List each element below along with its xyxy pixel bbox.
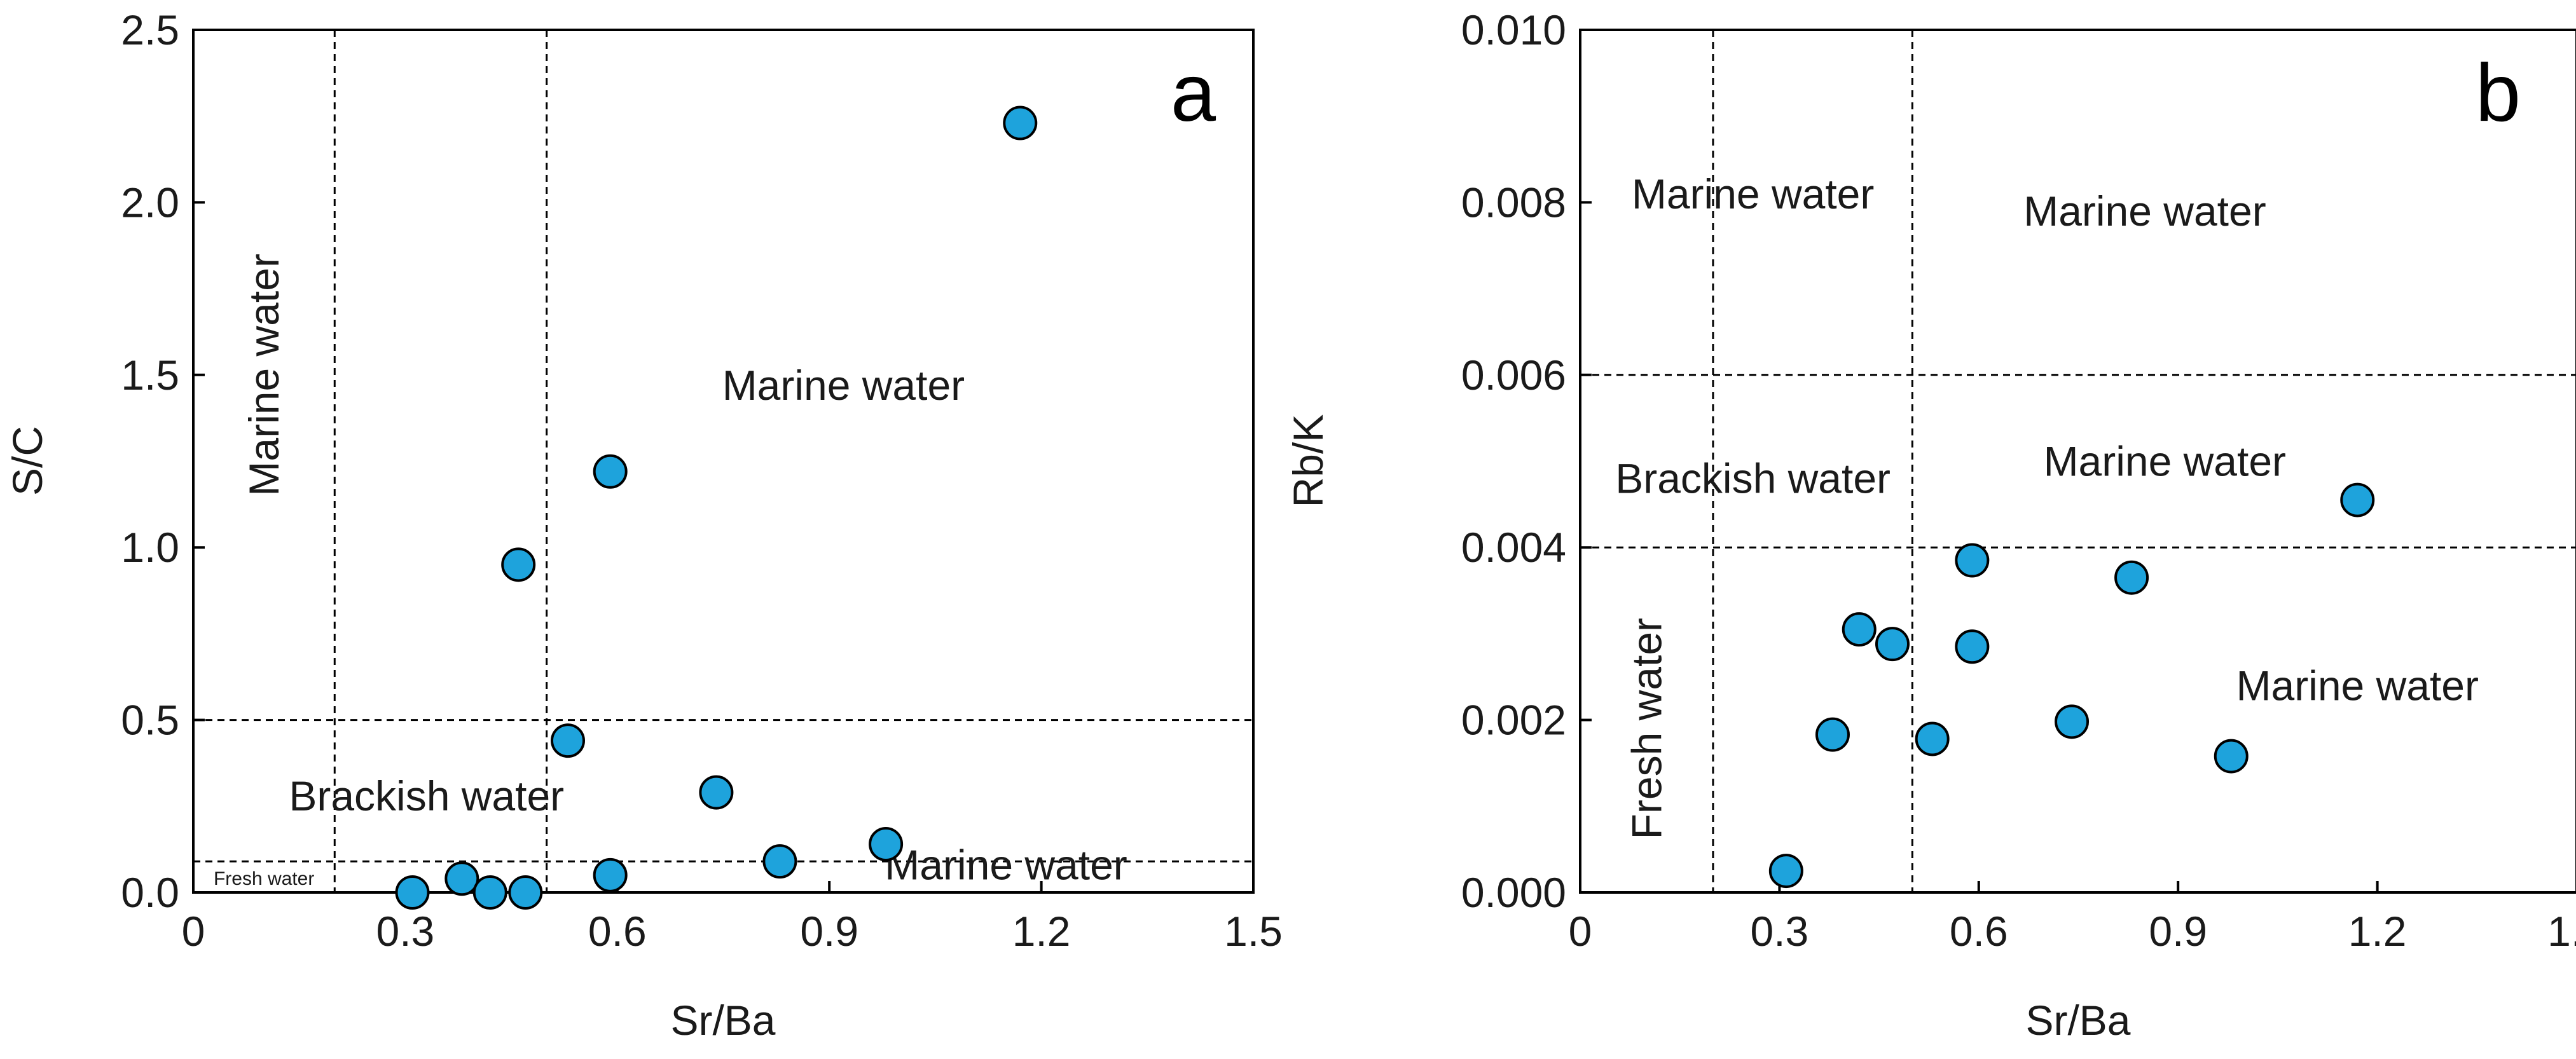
x-tick-label: 1.2 [2348,908,2407,955]
region-label: Marine water [240,254,287,496]
divider-lines-a [193,30,1253,892]
y-axis-label-b: Rb/K [1285,414,1332,508]
y-tick-label: 1.0 [121,524,179,571]
x-tick-label: 1.5 [2547,908,2576,955]
data-point [1875,627,1910,662]
data-point [551,723,586,758]
data-point [444,861,479,896]
region-label: Marine water [722,362,965,409]
x-axis-label-b: Sr/Ba [2025,997,2130,1044]
data-point [508,875,543,910]
y-tick-label: 2.5 [121,6,179,53]
data-point [1842,612,1877,647]
data-point [472,875,507,910]
x-tick-label: 0.6 [588,908,647,955]
data-points-b [1768,482,2375,889]
data-point [501,547,536,582]
ticks-b: 0 0.3 0.6 0.9 1.2 1.5 0.000 0.002 0.004 0.006 0.00… [1461,6,2576,955]
region-label: Marine water [885,842,1127,889]
x-tick-label: 0 [1569,908,1592,955]
data-points-a [395,106,1038,910]
data-point [699,775,734,810]
region-label: Marine water [1632,170,1874,217]
region-label: Marine water [2044,438,2286,485]
divider-lines-b [1580,30,2576,892]
panel-b: 0 0.3 0.6 0.9 1.2 1.5 0.000 0.002 0.004 0.006 0.00… [1285,6,2576,1044]
data-point [593,454,628,489]
y-tick-label: 0.5 [121,697,179,744]
region-label: Brackish water [1615,455,1891,502]
data-point [1003,106,1038,140]
data-point [1768,854,1803,889]
plot-frame-b [1579,29,2576,894]
x-axis-label-a: Sr/Ba [670,997,775,1044]
x-tick-label: 1.2 [1012,908,1071,955]
region-label: Fresh water [214,868,314,889]
data-point [2340,482,2375,517]
data-point [2214,739,2249,774]
region-label: Fresh water [1623,618,1670,839]
ticks-a: 0 0.3 0.6 0.9 1.2 1.5 0.0 0.5 1.0 1.5 2.0 2.5 [121,6,1283,955]
region-label: Marine water [2023,188,2266,235]
x-tick-label: 1.5 [1224,908,1283,955]
x-tick-label: 0.9 [800,908,858,955]
data-point [395,875,430,910]
data-point [2055,704,2090,739]
x-tick-label: 0.9 [2149,908,2207,955]
plot-frame-a [192,29,1255,894]
y-axis-label-a: S/C [4,426,51,496]
panel-label-a: a [1171,48,1216,139]
data-point [869,827,904,862]
panel-label-b: b [2476,48,2521,139]
y-tick-label: 1.5 [121,352,179,399]
y-tick-label: 2.0 [121,179,179,226]
y-tick-label: 0.008 [1461,179,1566,226]
x-tick-label: 0.3 [376,908,435,955]
x-tick-label: 0.6 [1950,908,2008,955]
y-tick-label: 0.010 [1461,6,1566,53]
x-tick-label: 0.3 [1751,908,1809,955]
data-point [1815,717,1850,752]
panel-a: 0 0.3 0.6 0.9 1.2 1.5 0.0 0.5 1.0 1.5 2.0 2.5 Marin… [4,6,1283,1044]
region-labels-a: Marine water Marine water Brackish water Fr… [214,254,1127,889]
data-point [1955,629,1990,664]
y-tick-label: 0.006 [1461,352,1566,399]
data-point [593,857,628,892]
region-labels-b: Marine water Marine water Brackish water Ma… [1615,170,2479,840]
x-tick-label: 0 [182,908,205,955]
data-point [1915,721,1950,756]
y-tick-label: 0.002 [1461,697,1566,744]
data-point [2114,560,2149,595]
data-point [762,844,797,879]
region-label: Marine water [2236,662,2479,709]
region-label: Brackish water [289,772,564,819]
y-tick-label: 0.0 [121,869,179,916]
y-tick-label: 0.004 [1461,524,1566,571]
data-point [1955,543,1990,578]
y-tick-label: 0.000 [1461,869,1566,916]
